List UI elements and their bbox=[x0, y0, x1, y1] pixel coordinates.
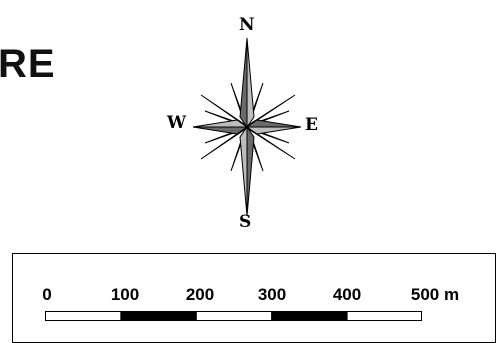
scale-tick-label: 0 bbox=[42, 285, 52, 304]
scale-tick-label: 500 m bbox=[410, 285, 460, 304]
scale-tick-label: 300 bbox=[257, 285, 287, 304]
scale-segment-black bbox=[271, 311, 348, 321]
map-title-fragment: RE bbox=[0, 42, 56, 86]
scale-segment-black bbox=[120, 311, 197, 321]
compass-label-south: S bbox=[239, 212, 252, 232]
compass-label-north: N bbox=[239, 15, 255, 35]
scale-segment-white bbox=[346, 311, 422, 321]
scale-bar-frame bbox=[12, 253, 496, 343]
compass-rose-icon bbox=[192, 37, 302, 217]
scale-segment-white bbox=[45, 311, 122, 321]
scale-segment-white bbox=[195, 311, 273, 321]
scale-tick-label: 100 bbox=[110, 285, 140, 304]
scale-tick-label: 200 bbox=[185, 285, 215, 304]
compass-label-west: W bbox=[167, 113, 187, 133]
compass-label-east: E bbox=[305, 115, 318, 135]
scale-tick-label: 400 bbox=[332, 285, 362, 304]
scale-bar bbox=[45, 311, 422, 321]
compass-center-dot bbox=[245, 125, 249, 129]
